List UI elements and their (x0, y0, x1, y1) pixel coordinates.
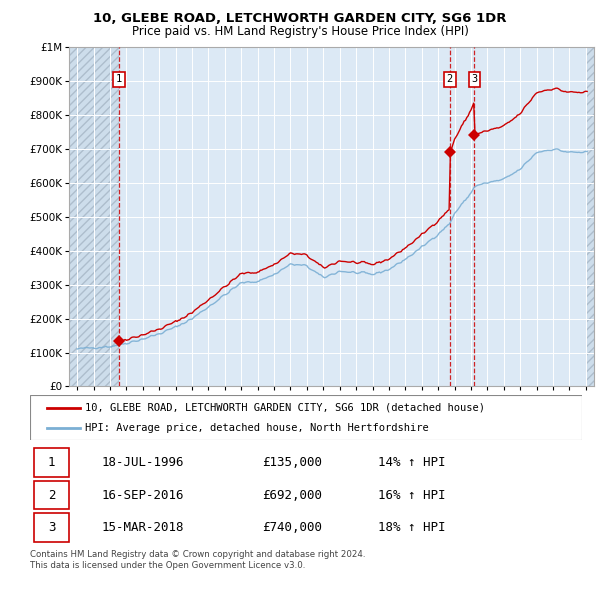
Text: 3: 3 (48, 521, 55, 534)
Text: £692,000: £692,000 (262, 489, 322, 502)
Bar (586, 47, 594, 386)
Text: HPI: Average price, detached house, North Hertfordshire: HPI: Average price, detached house, Nort… (85, 424, 429, 434)
Text: Contains HM Land Registry data © Crown copyright and database right 2024.: Contains HM Land Registry data © Crown c… (30, 550, 365, 559)
Text: Price paid vs. HM Land Registry's House Price Index (HPI): Price paid vs. HM Land Registry's House … (131, 25, 469, 38)
FancyBboxPatch shape (34, 448, 68, 477)
Text: 2: 2 (446, 74, 453, 84)
Text: 16-SEP-2016: 16-SEP-2016 (102, 489, 184, 502)
Text: 18-JUL-1996: 18-JUL-1996 (102, 456, 184, 469)
Text: 10, GLEBE ROAD, LETCHWORTH GARDEN CITY, SG6 1DR: 10, GLEBE ROAD, LETCHWORTH GARDEN CITY, … (93, 12, 507, 25)
FancyBboxPatch shape (30, 395, 582, 440)
Bar (69, 47, 119, 386)
Text: 14% ↑ HPI: 14% ↑ HPI (378, 456, 445, 469)
Text: £740,000: £740,000 (262, 521, 322, 534)
Text: 15-MAR-2018: 15-MAR-2018 (102, 521, 184, 534)
Text: 16% ↑ HPI: 16% ↑ HPI (378, 489, 445, 502)
Text: 18% ↑ HPI: 18% ↑ HPI (378, 521, 445, 534)
Text: 10, GLEBE ROAD, LETCHWORTH GARDEN CITY, SG6 1DR (detached house): 10, GLEBE ROAD, LETCHWORTH GARDEN CITY, … (85, 403, 485, 412)
Text: £135,000: £135,000 (262, 456, 322, 469)
FancyBboxPatch shape (34, 481, 68, 509)
Text: 1: 1 (48, 456, 55, 469)
Text: 2: 2 (48, 489, 55, 502)
Text: 3: 3 (471, 74, 478, 84)
Text: 1: 1 (116, 74, 122, 84)
Text: This data is licensed under the Open Government Licence v3.0.: This data is licensed under the Open Gov… (30, 560, 305, 569)
FancyBboxPatch shape (34, 513, 68, 542)
